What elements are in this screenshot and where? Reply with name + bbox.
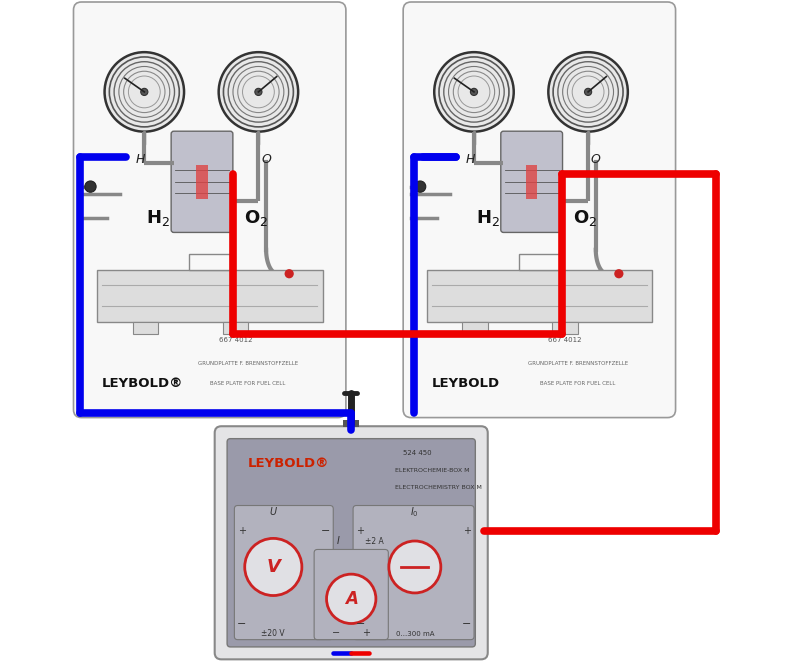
Text: LEYBOLD: LEYBOLD — [432, 377, 500, 390]
Circle shape — [414, 181, 426, 192]
Text: +: + — [356, 525, 364, 535]
Text: BASE PLATE FOR FUEL CELL: BASE PLATE FOR FUEL CELL — [210, 381, 286, 386]
Text: 667 4012: 667 4012 — [218, 336, 252, 343]
Bar — [343, 420, 358, 427]
FancyBboxPatch shape — [403, 2, 676, 418]
Bar — [197, 165, 208, 199]
FancyBboxPatch shape — [172, 131, 233, 232]
Text: −: − — [237, 619, 246, 629]
Text: O$_2$: O$_2$ — [574, 208, 598, 228]
Bar — [97, 270, 323, 322]
Text: ELEKTROCHEMIE-BOX M: ELEKTROCHEMIE-BOX M — [396, 468, 470, 473]
Text: GRUNDPLATTE F. BRENNSTOFFZELLE: GRUNDPLATTE F. BRENNSTOFFZELLE — [198, 361, 299, 366]
Text: 0...300 mA: 0...300 mA — [396, 631, 434, 637]
Text: −: − — [332, 627, 341, 637]
Circle shape — [327, 574, 376, 623]
Bar — [519, 254, 560, 270]
FancyBboxPatch shape — [353, 505, 474, 639]
Text: I: I — [337, 536, 340, 546]
Circle shape — [104, 52, 184, 132]
Text: H$_2$: H$_2$ — [146, 208, 171, 228]
Text: 667 4012: 667 4012 — [549, 336, 582, 343]
FancyBboxPatch shape — [214, 426, 488, 659]
Text: ELECTROCHEMISTRY BOX M: ELECTROCHEMISTRY BOX M — [396, 486, 482, 490]
Bar — [463, 322, 488, 334]
Text: H$_2$: H$_2$ — [476, 208, 500, 228]
Bar — [553, 322, 578, 334]
FancyBboxPatch shape — [501, 131, 562, 232]
Text: GRUNDPLATTE F. BRENNSTOFFZELLE: GRUNDPLATTE F. BRENNSTOFFZELLE — [527, 361, 628, 366]
Text: −: − — [462, 619, 472, 629]
Text: I$_0$: I$_0$ — [410, 505, 419, 519]
Text: O: O — [261, 153, 271, 166]
FancyBboxPatch shape — [235, 505, 333, 639]
Circle shape — [470, 89, 477, 95]
Text: +: + — [463, 525, 471, 535]
Circle shape — [434, 52, 514, 132]
FancyBboxPatch shape — [74, 2, 346, 418]
Text: ±2 A: ±2 A — [365, 537, 384, 545]
Circle shape — [614, 269, 624, 278]
Text: U: U — [269, 507, 277, 517]
Bar — [426, 270, 652, 322]
Circle shape — [549, 52, 628, 132]
Circle shape — [245, 538, 302, 595]
Text: V: V — [266, 558, 280, 576]
Circle shape — [85, 181, 96, 192]
Text: LEYBOLD®: LEYBOLD® — [102, 377, 184, 390]
Text: −: − — [356, 619, 365, 629]
Bar — [133, 322, 159, 334]
Circle shape — [389, 541, 441, 593]
Text: +: + — [362, 627, 370, 637]
Text: O: O — [591, 153, 601, 166]
Text: +: + — [238, 525, 246, 535]
FancyBboxPatch shape — [314, 549, 388, 639]
Circle shape — [285, 269, 294, 278]
Bar — [189, 254, 231, 270]
Circle shape — [255, 89, 262, 95]
Text: 524 450: 524 450 — [403, 450, 432, 456]
Text: O$_2$: O$_2$ — [244, 208, 268, 228]
Circle shape — [218, 52, 299, 132]
Text: A: A — [345, 590, 358, 608]
Bar — [526, 165, 537, 199]
Text: BASE PLATE FOR FUEL CELL: BASE PLATE FOR FUEL CELL — [540, 381, 616, 386]
Text: −: − — [321, 525, 331, 535]
Text: LEYBOLD®: LEYBOLD® — [248, 457, 328, 470]
Circle shape — [141, 89, 148, 95]
Text: H: H — [136, 153, 145, 166]
FancyBboxPatch shape — [227, 439, 476, 647]
Circle shape — [585, 89, 591, 95]
Bar — [222, 322, 248, 334]
Text: ±20 V: ±20 V — [261, 629, 285, 639]
Text: H: H — [465, 153, 475, 166]
